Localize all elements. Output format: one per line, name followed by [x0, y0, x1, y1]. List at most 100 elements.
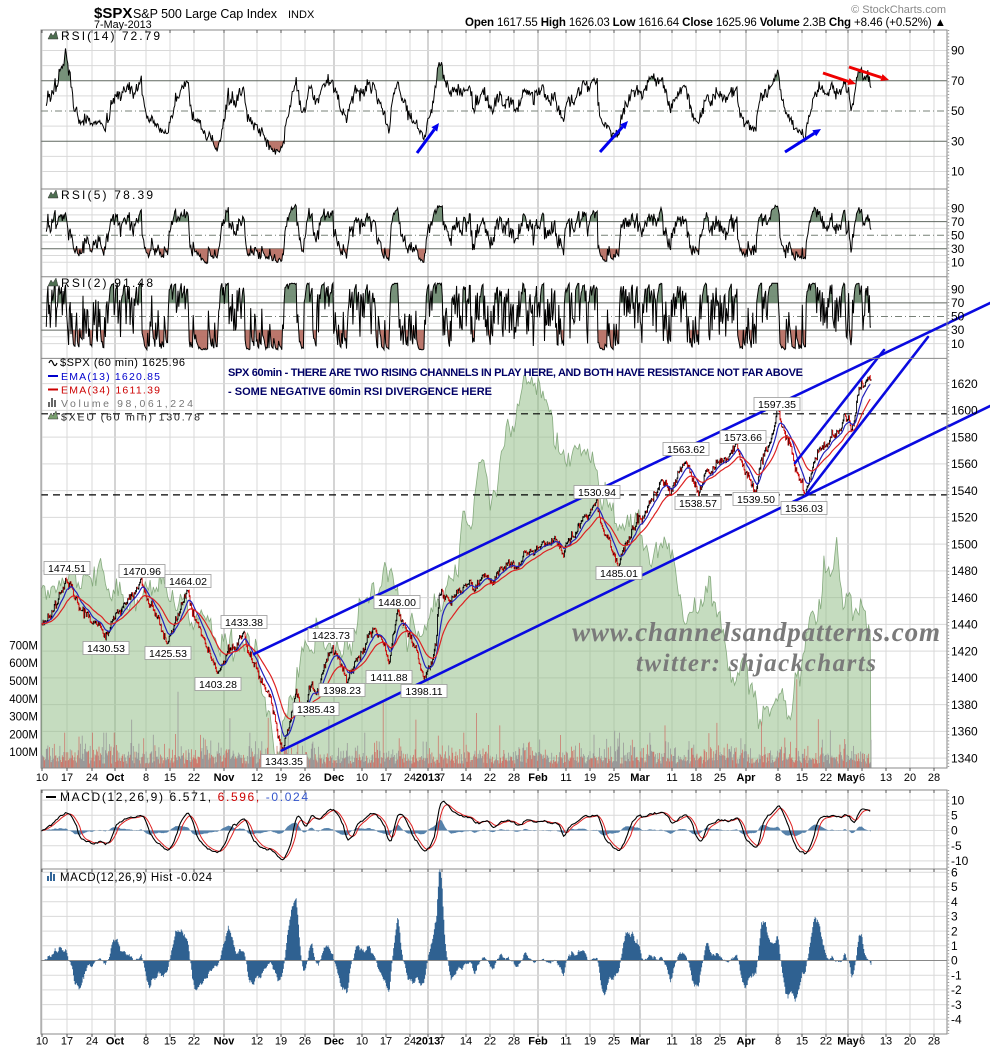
svg-text:6: 6: [859, 1036, 865, 1048]
svg-text:7: 7: [439, 772, 445, 784]
svg-text:5: 5: [951, 880, 958, 894]
svg-text:15: 15: [164, 772, 176, 784]
svg-text:2013: 2013: [416, 1036, 440, 1048]
svg-text:20: 20: [904, 772, 916, 784]
svg-text:8: 8: [143, 772, 149, 784]
svg-text:1398.23: 1398.23: [323, 685, 361, 697]
svg-text:Oct: Oct: [106, 1036, 125, 1048]
svg-text:17: 17: [380, 1036, 392, 1048]
svg-text:1460: 1460: [951, 591, 978, 605]
svg-text:300M: 300M: [9, 712, 38, 724]
svg-text:22: 22: [188, 772, 200, 784]
svg-text:14: 14: [460, 1036, 472, 1048]
svg-text:1448.00: 1448.00: [378, 597, 416, 609]
svg-text:1380: 1380: [951, 698, 978, 712]
svg-text:1580: 1580: [951, 430, 978, 444]
svg-text:24: 24: [404, 1036, 416, 1048]
svg-text:22: 22: [820, 1036, 832, 1048]
svg-text:11: 11: [666, 1036, 677, 1048]
svg-text:1423.73: 1423.73: [312, 630, 350, 642]
svg-text:1425.53: 1425.53: [149, 648, 187, 660]
svg-text:1520: 1520: [951, 511, 978, 525]
svg-text:1403.28: 1403.28: [199, 679, 237, 691]
svg-text:$XEU (60 min) 130.78: $XEU (60 min) 130.78: [61, 412, 200, 424]
svg-text:8: 8: [143, 1036, 149, 1048]
svg-text:30: 30: [951, 323, 965, 337]
svg-text:17: 17: [61, 1036, 73, 1048]
svg-text:28: 28: [928, 772, 940, 784]
svg-text:Apr: Apr: [737, 772, 757, 784]
svg-text:7: 7: [439, 1036, 445, 1048]
svg-text:1464.02: 1464.02: [169, 576, 207, 588]
svg-text:10: 10: [356, 1036, 368, 1048]
svg-text:10: 10: [36, 1036, 48, 1048]
svg-text:500M: 500M: [9, 676, 38, 688]
svg-text:Feb: Feb: [528, 772, 548, 784]
svg-text:26: 26: [299, 1036, 311, 1048]
svg-text:6: 6: [951, 866, 958, 880]
svg-text:26: 26: [299, 772, 311, 784]
svg-text:22: 22: [484, 1036, 496, 1048]
svg-text:SPX 60min - THERE ARE TWO RISI: SPX 60min - THERE ARE TWO RISING CHANNEL…: [228, 367, 803, 379]
svg-text:1470.96: 1470.96: [123, 566, 161, 578]
svg-text:1485.01: 1485.01: [600, 568, 638, 580]
svg-text:10: 10: [951, 793, 965, 807]
svg-text:1400: 1400: [951, 671, 978, 685]
svg-text:70: 70: [951, 296, 965, 310]
svg-text:11: 11: [560, 772, 571, 784]
svg-text:1540: 1540: [951, 484, 978, 498]
svg-text:-1: -1: [951, 968, 962, 982]
svg-text:12: 12: [251, 1036, 263, 1048]
svg-text:17: 17: [61, 772, 73, 784]
svg-text:19: 19: [275, 1036, 287, 1048]
svg-text:1: 1: [951, 939, 958, 953]
svg-text:RSI(14) 72.79: RSI(14) 72.79: [61, 29, 160, 43]
svg-text:0: 0: [951, 824, 958, 838]
svg-text:1474.51: 1474.51: [48, 563, 86, 575]
svg-text:-5: -5: [951, 839, 962, 853]
svg-text:1530.94: 1530.94: [578, 487, 616, 499]
svg-text:1538.57: 1538.57: [679, 498, 717, 510]
svg-text:0: 0: [951, 954, 958, 968]
svg-text:90: 90: [951, 283, 965, 297]
svg-text:-2: -2: [951, 983, 962, 997]
svg-text:Mar: Mar: [630, 1036, 650, 1048]
svg-text:7-May-2013: 7-May-2013: [94, 19, 152, 31]
svg-text:70: 70: [951, 215, 965, 229]
svg-text:Apr: Apr: [737, 1036, 757, 1048]
svg-text:25: 25: [608, 1036, 620, 1048]
svg-text:13: 13: [880, 772, 892, 784]
svg-text:18: 18: [690, 772, 702, 784]
svg-text:90: 90: [951, 201, 965, 215]
svg-text:1340: 1340: [951, 751, 978, 765]
svg-text:1539.50: 1539.50: [737, 494, 775, 506]
svg-text:3: 3: [951, 910, 958, 924]
svg-text:22: 22: [820, 772, 832, 784]
svg-text:1440: 1440: [951, 618, 978, 632]
svg-text:www.channelsandpatterns.com: www.channelsandpatterns.com: [572, 617, 940, 647]
svg-text:S&P 500 Large Cap Index: S&P 500 Large Cap Index: [133, 7, 278, 21]
svg-text:1385.43: 1385.43: [297, 704, 335, 716]
svg-text:15: 15: [796, 1036, 808, 1048]
svg-text:1398.11: 1398.11: [405, 686, 442, 698]
svg-text:Dec: Dec: [324, 772, 344, 784]
svg-text:50: 50: [951, 310, 965, 324]
svg-text:1430.53: 1430.53: [87, 643, 125, 655]
svg-text:700M: 700M: [9, 640, 38, 652]
svg-text:30: 30: [951, 242, 965, 256]
svg-text:28: 28: [928, 1036, 940, 1048]
svg-text:22: 22: [188, 1036, 200, 1048]
svg-text:1343.35: 1343.35: [265, 756, 303, 768]
svg-text:May: May: [837, 1036, 859, 1048]
svg-text:50: 50: [951, 228, 965, 242]
svg-text:1360: 1360: [951, 725, 978, 739]
svg-text:MACD(12,26,9) Hist -0.024: MACD(12,26,9) Hist -0.024: [60, 872, 213, 884]
svg-text:24: 24: [86, 1036, 98, 1048]
svg-text:4: 4: [951, 895, 958, 909]
svg-text:twitter: shjackcharts: twitter: shjackcharts: [636, 650, 876, 677]
svg-text:-4: -4: [951, 1013, 962, 1027]
svg-text:MACD(12,26,9) 6.571, 6.596, -0: MACD(12,26,9) 6.571, 6.596, -0.024: [60, 790, 308, 804]
svg-text:15: 15: [164, 1036, 176, 1048]
svg-text:25: 25: [714, 1036, 726, 1048]
svg-text:Mar: Mar: [630, 772, 650, 784]
